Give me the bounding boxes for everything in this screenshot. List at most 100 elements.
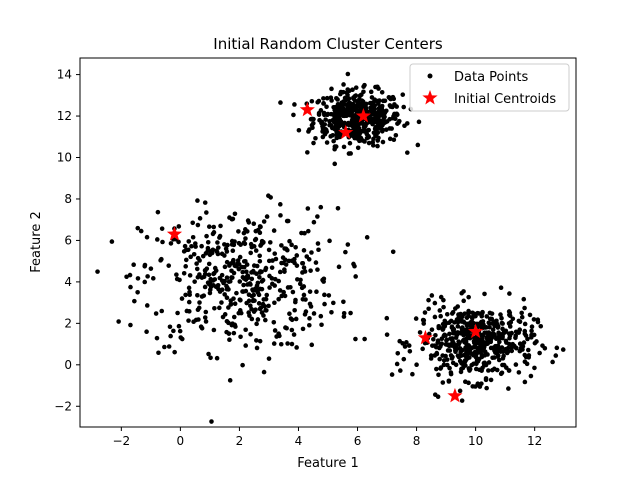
- data-point: [466, 294, 471, 300]
- data-point: [438, 365, 444, 370]
- data-point: [267, 240, 273, 245]
- data-point: [462, 358, 468, 363]
- data-point: [192, 279, 197, 284]
- data-point: [156, 350, 161, 356]
- data-point: [364, 235, 370, 240]
- data-point: [185, 247, 191, 253]
- data-point: [224, 249, 230, 254]
- data-point: [443, 341, 449, 347]
- data-point: [381, 98, 386, 104]
- data-point: [516, 318, 522, 324]
- data-point: [155, 237, 160, 242]
- data-point: [300, 270, 305, 275]
- data-point: [389, 126, 394, 131]
- data-point: [489, 331, 495, 337]
- data-point: [271, 341, 277, 346]
- data-point: [540, 343, 545, 348]
- data-point: [186, 309, 192, 314]
- data-point: [284, 325, 289, 331]
- data-point: [438, 344, 443, 349]
- x-tick-label: 6: [354, 434, 362, 448]
- data-point: [380, 139, 386, 145]
- data-point: [255, 290, 261, 295]
- data-point: [519, 310, 524, 316]
- y-tick-label: 6: [64, 233, 72, 247]
- data-point: [248, 250, 254, 256]
- data-point: [250, 268, 256, 274]
- data-point: [176, 224, 182, 229]
- data-point: [301, 284, 307, 289]
- data-point: [224, 275, 230, 280]
- data-point: [208, 283, 214, 289]
- data-point: [376, 105, 382, 111]
- data-point: [338, 105, 344, 110]
- data-point: [287, 311, 292, 317]
- data-point: [231, 330, 237, 336]
- x-axis-label: Feature 1: [297, 456, 359, 471]
- data-point: [488, 377, 494, 383]
- data-point: [294, 253, 300, 258]
- data-point: [492, 355, 497, 360]
- data-point: [255, 317, 261, 322]
- data-point: [334, 96, 339, 101]
- data-point: [352, 135, 357, 141]
- y-tick-label: 8: [64, 192, 72, 206]
- y-tick-label: 12: [57, 109, 72, 123]
- data-point: [211, 224, 217, 230]
- data-point: [222, 253, 227, 258]
- data-point: [230, 260, 236, 265]
- data-point: [391, 137, 397, 143]
- data-point: [460, 325, 465, 330]
- data-point: [271, 228, 277, 233]
- data-point: [168, 333, 173, 339]
- data-point: [428, 356, 434, 361]
- data-point: [439, 336, 445, 342]
- data-point: [229, 268, 234, 274]
- data-point: [186, 239, 192, 244]
- data-point: [332, 161, 338, 167]
- data-point: [384, 315, 390, 321]
- data-point: [320, 124, 325, 129]
- data-point: [405, 150, 410, 155]
- data-point: [249, 316, 255, 322]
- data-point: [507, 335, 512, 341]
- data-point: [537, 350, 542, 356]
- data-point: [254, 338, 259, 343]
- data-point: [116, 319, 121, 324]
- data-point: [186, 299, 192, 305]
- data-point: [463, 379, 468, 385]
- data-point: [431, 337, 436, 342]
- data-point: [504, 340, 509, 345]
- data-point: [212, 305, 217, 311]
- data-point: [437, 356, 442, 362]
- data-point: [250, 298, 256, 304]
- data-point: [245, 282, 250, 287]
- data-point: [292, 256, 297, 262]
- data-point: [295, 277, 300, 282]
- data-point: [347, 112, 353, 118]
- data-point: [366, 117, 372, 123]
- data-point: [455, 324, 461, 329]
- data-point: [498, 371, 504, 377]
- data-point: [441, 362, 447, 368]
- data-point: [457, 388, 463, 394]
- data-point: [167, 324, 173, 330]
- data-point: [272, 251, 278, 256]
- data-point: [264, 214, 270, 219]
- data-point: [357, 101, 363, 107]
- data-point: [353, 85, 359, 90]
- data-point: [324, 95, 330, 101]
- data-point: [109, 239, 115, 244]
- data-point: [390, 249, 396, 255]
- data-point: [217, 289, 223, 294]
- data-point: [529, 324, 535, 330]
- data-point: [484, 335, 490, 340]
- data-point: [506, 309, 512, 314]
- data-point: [254, 263, 260, 269]
- data-point: [227, 337, 232, 343]
- data-point: [401, 104, 407, 110]
- data-point: [507, 324, 513, 329]
- data-point: [251, 292, 256, 298]
- data-point: [553, 353, 559, 358]
- data-point: [212, 265, 218, 271]
